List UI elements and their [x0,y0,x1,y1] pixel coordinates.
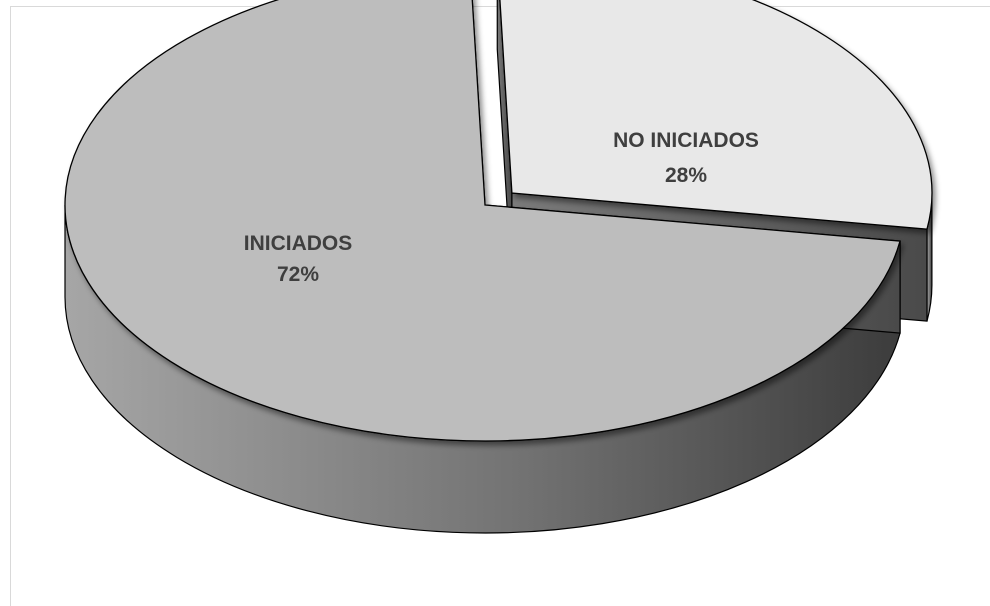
slice-label-iniciados: INICIADOS [244,232,353,255]
slice-value-no-iniciados: 28% [665,164,707,187]
pie-chart: INICIADOS 72% NO INICIADOS 28% [64,0,933,534]
slice-top-no-iniciados [499,0,933,230]
slice-label-no-iniciados: NO INICIADOS [613,129,759,152]
slice-value-iniciados: 72% [277,263,319,286]
slice-top-iniciados [64,0,901,442]
